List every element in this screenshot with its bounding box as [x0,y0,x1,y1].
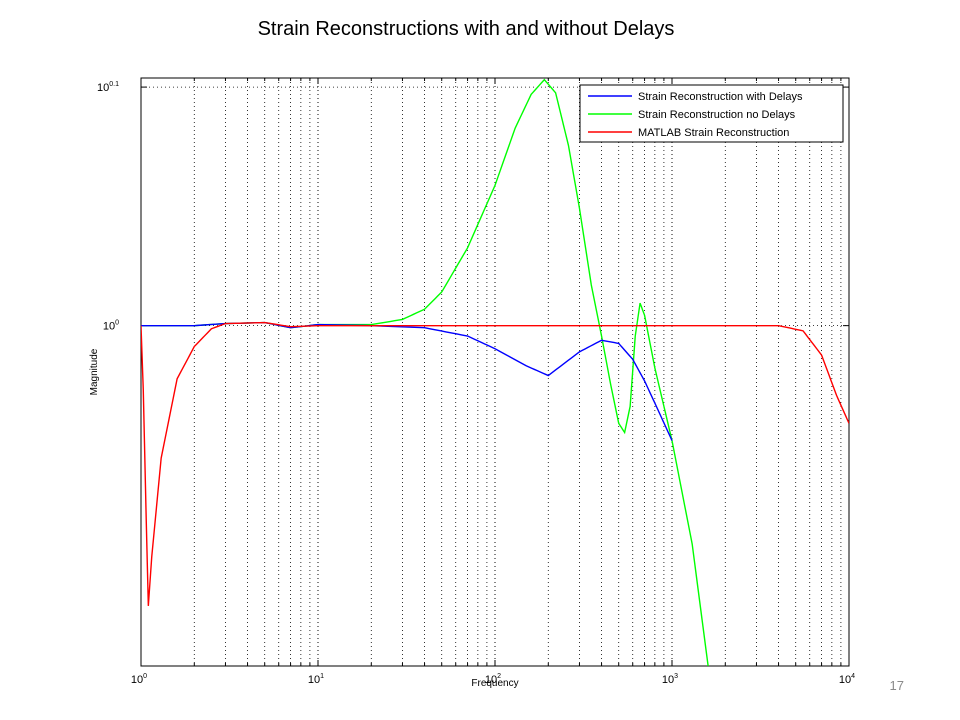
legend-label-3: MATLAB Strain Reconstruction [638,127,789,139]
x-tick-label: 103 [662,673,678,686]
tick-labels: 100 100.1 100 101 102 103 104 [97,81,855,686]
x-tick-label: 100 [131,673,147,686]
plot-frame [140,77,850,667]
legend-label-1: Strain Reconstruction with Delays [638,91,803,103]
slide-title: Strain Reconstructions with and without … [257,18,675,40]
x-tick-label: 101 [308,673,324,686]
x-tick-label: 102 [485,673,501,686]
slide-number: 17 [889,678,904,693]
y-tick-label: 100 [103,320,119,333]
y-axis-label: Magnitude [89,348,100,395]
series-lines [141,78,849,666]
series-line-3 [141,321,849,606]
y-tick-label: 100.1 [97,81,119,94]
x-tick-label: 104 [839,673,855,686]
legend-label-2: Strain Reconstruction no Delays [638,109,796,121]
x-axis-label: Frequency [471,678,518,689]
legend: Strain Reconstruction with Delays Strain … [579,84,844,143]
axis-ticks [141,78,849,666]
